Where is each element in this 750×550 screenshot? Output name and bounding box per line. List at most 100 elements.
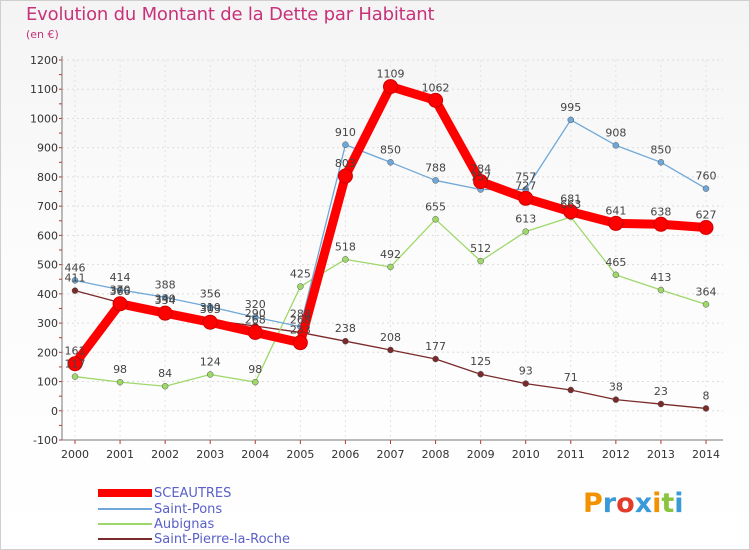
- data-label: 370: [110, 284, 131, 297]
- data-point: [563, 204, 579, 220]
- data-point: [473, 174, 489, 190]
- data-label: 161: [65, 345, 86, 358]
- y-tick-label: 1100: [30, 83, 58, 96]
- data-point: [477, 370, 484, 378]
- data-point: [157, 305, 173, 321]
- data-label: 413: [650, 271, 671, 284]
- x-tick-label: 2003: [196, 448, 224, 461]
- data-label: 356: [200, 288, 221, 301]
- data-label: 757: [470, 170, 491, 183]
- logo-letter: o: [616, 488, 635, 519]
- legend-swatch: [98, 489, 152, 497]
- data-point: [567, 386, 575, 394]
- data-point: [608, 215, 624, 231]
- data-label: 627: [696, 208, 717, 221]
- data-point: [161, 382, 169, 390]
- y-tick-label: 1000: [30, 112, 58, 125]
- data-label: 124: [200, 356, 221, 369]
- y-tick-label: 900: [37, 142, 58, 155]
- legend-item: Saint-Pierre-la-Roche: [98, 531, 290, 547]
- data-point: [206, 303, 214, 310]
- data-point: [522, 380, 529, 387]
- data-label: 268: [245, 313, 266, 326]
- data-point: [612, 396, 620, 403]
- data-label: 492: [380, 248, 401, 261]
- data-label: 93: [519, 365, 533, 378]
- data-label: 425: [290, 268, 311, 281]
- data-label: 414: [110, 271, 131, 284]
- data-label: 366: [110, 285, 131, 298]
- data-label: 320: [245, 298, 266, 311]
- data-point: [612, 142, 620, 149]
- data-label: 641: [605, 204, 626, 217]
- data-label: 98: [248, 363, 262, 376]
- y-tick-label: 800: [37, 171, 58, 184]
- data-point: [428, 92, 444, 108]
- data-label: 388: [155, 278, 176, 291]
- logo-letter: i: [674, 488, 684, 519]
- data-label: 1109: [377, 68, 405, 81]
- data-point: [67, 356, 83, 372]
- data-label: 850: [380, 143, 401, 156]
- y-tick-label: 600: [37, 229, 58, 242]
- data-point: [342, 337, 349, 345]
- x-tick-label: 2006: [331, 448, 359, 461]
- data-label: 784: [470, 163, 491, 176]
- logo-letter: x: [634, 488, 653, 519]
- data-point: [71, 277, 79, 284]
- data-point: [337, 168, 353, 184]
- data-label: 760: [696, 170, 717, 183]
- data-label: 757: [515, 170, 536, 183]
- y-axis-unit: (en €): [26, 28, 59, 41]
- x-tick-label: 2009: [467, 448, 495, 461]
- data-label: 8: [703, 389, 710, 402]
- data-point: [342, 141, 349, 149]
- data-label: 1062: [422, 81, 450, 94]
- data-label: 177: [425, 340, 446, 353]
- data-label: 446: [65, 261, 86, 274]
- data-point: [383, 79, 398, 95]
- data-label: 364: [696, 285, 717, 298]
- legend-label: Saint-Pons: [154, 501, 223, 517]
- legend-swatch: [98, 508, 152, 510]
- y-tick-label: -100: [33, 434, 58, 447]
- data-point: [653, 216, 669, 232]
- x-tick-label: 2008: [422, 448, 450, 461]
- data-point: [387, 159, 394, 166]
- data-point: [612, 271, 620, 279]
- data-point: [112, 296, 128, 312]
- x-tick-label: 2014: [692, 448, 720, 461]
- data-label: 518: [335, 240, 356, 253]
- y-tick-label: 1200: [30, 54, 58, 67]
- legend-swatch: [98, 523, 152, 525]
- x-tick-label: 2011: [557, 448, 585, 461]
- data-label: 340: [155, 292, 176, 305]
- data-point: [116, 378, 124, 386]
- data-label: 803: [335, 157, 356, 170]
- data-point: [657, 159, 665, 166]
- data-label: 98: [113, 363, 127, 376]
- y-tick-label: 700: [37, 200, 58, 213]
- y-tick-label: 200: [37, 346, 58, 359]
- data-point: [387, 263, 394, 271]
- legend-item: Aubignas: [98, 517, 214, 532]
- data-point: [657, 400, 665, 408]
- data-label: 71: [564, 371, 578, 384]
- data-point: [292, 335, 308, 351]
- data-point: [702, 405, 710, 412]
- legend-label: SCEAUTRES: [154, 485, 232, 501]
- data-point: [387, 346, 394, 354]
- x-tick-label: 2001: [106, 448, 134, 461]
- data-point: [432, 177, 439, 184]
- data-label: 238: [335, 322, 356, 335]
- data-point: [252, 313, 259, 321]
- legend-label: Saint-Pierre-la-Roche: [154, 531, 290, 547]
- data-point: [702, 185, 710, 192]
- y-tick-label: 300: [37, 317, 58, 330]
- data-point: [702, 301, 710, 308]
- data-label: 655: [425, 200, 446, 213]
- data-label: 995: [560, 101, 581, 114]
- data-label: 23: [654, 385, 668, 398]
- data-label: 117: [65, 358, 86, 371]
